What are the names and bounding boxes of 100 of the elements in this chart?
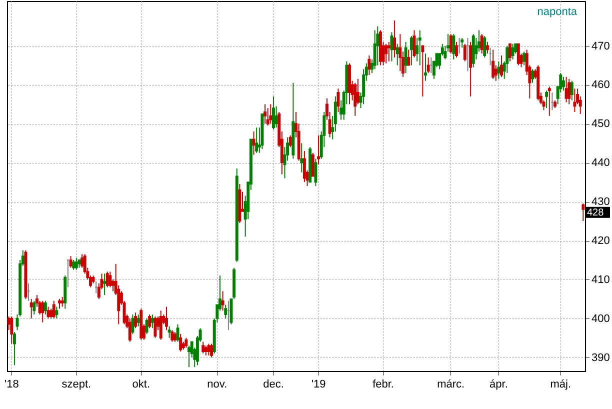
y-tick-label: 390 — [592, 352, 610, 364]
x-tick-label: dec. — [263, 378, 284, 390]
candlestick — [50, 308, 53, 319]
candlestick — [221, 290, 224, 312]
candlestick — [272, 96, 275, 130]
candlestick — [52, 300, 56, 319]
y-tick-label: 460 — [592, 79, 610, 92]
candlestick — [463, 43, 466, 62]
candlestick — [393, 20, 396, 58]
candlestick — [516, 43, 520, 66]
candlestick — [188, 345, 190, 368]
candlestick — [266, 108, 270, 126]
candlestick — [269, 104, 272, 124]
candlestick — [106, 271, 109, 288]
candlestick — [314, 158, 318, 186]
candlestick — [131, 314, 134, 334]
candlestick — [356, 78, 360, 105]
candlestick — [69, 256, 72, 268]
candlestick — [452, 34, 456, 60]
candlestick — [373, 30, 376, 70]
candlestick — [421, 45, 424, 97]
candlestick — [128, 318, 132, 342]
candlestick — [531, 68, 534, 84]
candlestick — [492, 49, 495, 80]
candlestick — [424, 53, 427, 82]
candlestick — [368, 55, 371, 76]
candlestick — [44, 300, 47, 316]
candlestick — [354, 82, 357, 116]
y-tick-label: 420 — [592, 235, 610, 248]
annotation: naponta — [537, 6, 578, 18]
candlestick — [210, 343, 214, 358]
candlestick — [418, 30, 422, 66]
candlestick — [168, 326, 171, 338]
candlestick — [165, 306, 168, 331]
x-tick-label: '19 — [311, 378, 326, 390]
x-tick-label: szept. — [62, 378, 92, 390]
candlestick — [41, 300, 44, 323]
candlestick — [150, 314, 154, 329]
candlestick — [74, 258, 78, 270]
candlestick — [582, 203, 585, 222]
candlestick — [202, 341, 205, 354]
candlestick — [134, 312, 138, 329]
candlestick — [511, 43, 514, 60]
candlestick — [103, 273, 106, 296]
candlestick — [454, 41, 458, 58]
candlestick — [112, 278, 114, 292]
candlestick — [55, 306, 58, 319]
candlestick — [148, 314, 152, 329]
candlestick — [384, 43, 388, 64]
candlestick — [60, 296, 64, 308]
x-tick-label: máj. — [550, 378, 572, 390]
candlestick — [522, 51, 526, 66]
candlestick — [207, 343, 210, 356]
y-tick-label: 470 — [592, 40, 610, 52]
candlestick — [548, 86, 551, 116]
y-tick-label: 440 — [592, 157, 610, 170]
candlestick — [255, 127, 258, 154]
candlestick — [204, 345, 208, 356]
candlestick — [12, 332, 16, 366]
y-tick-label: 410 — [592, 274, 610, 286]
candlestick — [145, 318, 148, 334]
x-tick-label: febr. — [372, 378, 394, 390]
x-tick-label: nov. — [207, 378, 228, 390]
y-tick-label: 400 — [592, 312, 610, 325]
x-tick-label: okt. — [132, 378, 150, 390]
candlestick — [300, 142, 304, 173]
candlestick — [311, 152, 314, 177]
x-tick-label: ápr. — [490, 378, 508, 390]
candlestick — [72, 260, 76, 270]
candlestick — [570, 80, 574, 101]
candlestick — [568, 78, 571, 105]
candlestick — [173, 332, 176, 342]
candlestick — [407, 49, 410, 66]
text: 428 — [587, 207, 604, 218]
candlestick — [179, 334, 182, 352]
candlestick — [336, 88, 340, 112]
x-tick-label: '18 — [4, 378, 19, 390]
candlestick — [426, 56, 430, 74]
candlestick — [410, 36, 413, 66]
candlestick — [159, 310, 162, 340]
candlestick — [252, 130, 256, 156]
candlestick — [264, 104, 267, 124]
candlestick — [10, 316, 14, 344]
candlestick — [136, 314, 140, 327]
y-tick-label: 430 — [592, 196, 610, 208]
candlestick — [224, 304, 228, 319]
candlestick — [497, 60, 500, 80]
x-tick-label: márc. — [437, 378, 465, 390]
candlestick — [108, 271, 112, 288]
candlestick — [460, 38, 464, 48]
candlestick — [184, 337, 188, 348]
candlestick — [302, 150, 306, 183]
candlestick — [317, 134, 320, 166]
candlestick — [390, 32, 394, 62]
candlestick — [46, 306, 50, 319]
candlestick — [469, 41, 472, 97]
candlestick — [376, 26, 380, 66]
candlestick — [154, 316, 157, 338]
candlestick — [573, 88, 576, 112]
candlestick — [80, 254, 84, 268]
